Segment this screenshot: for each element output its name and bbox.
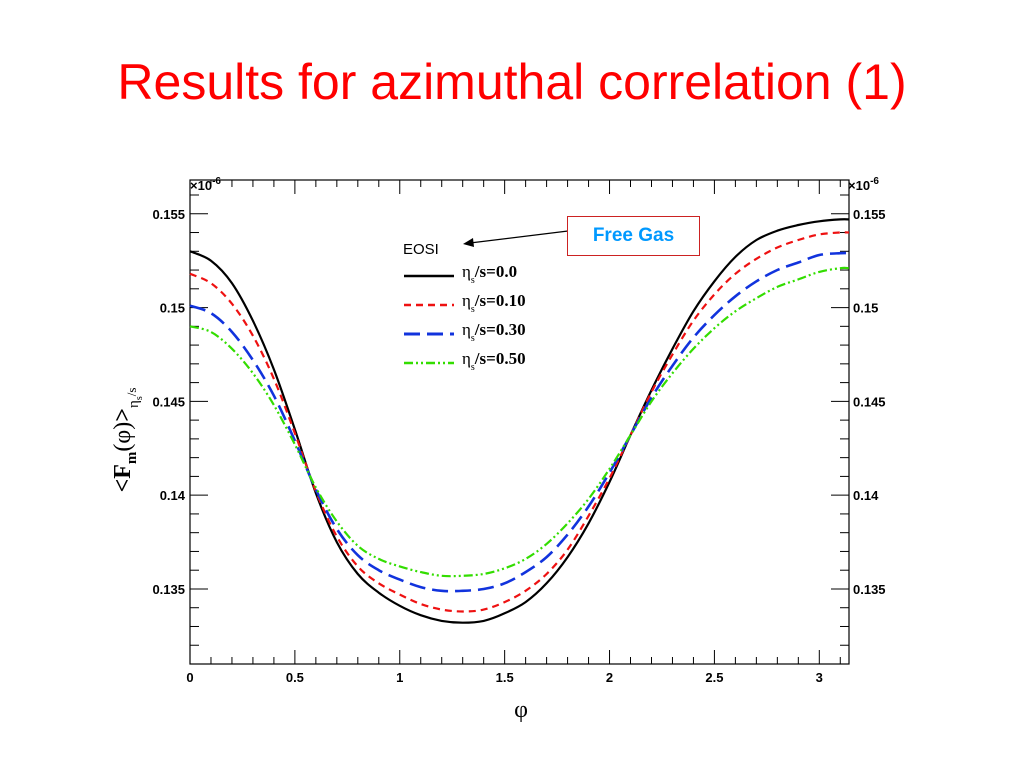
y-tick-label: 0.15 [160, 301, 185, 316]
plot-border [189, 179, 850, 665]
x-tick-label: 3 [816, 670, 823, 685]
series-line-0 [189, 218, 850, 624]
y-tick-label-right: 0.135 [853, 582, 886, 597]
free-gas-annotation: Free Gas [567, 216, 700, 256]
y-tick-label-right: 0.155 [853, 207, 886, 222]
svg-text:<Fm(φ)>ηs/s: <Fm(φ)>ηs/s [110, 388, 145, 493]
legend-entry-label: ηs/s=0.50 [462, 349, 526, 373]
x-axis: 0 0.5 1 1.5 2 2.5 3 [186, 180, 841, 685]
x-tick-label: 1.5 [496, 670, 514, 685]
y-tick-label-right: 0.14 [853, 488, 879, 503]
y-tick-label: 0.14 [160, 488, 186, 503]
exponent-base: ×10 [848, 178, 870, 193]
legend-entry-label: ηs/s=0.0 [462, 262, 517, 286]
free-gas-label: Free Gas [592, 225, 675, 246]
y-tick-label: 0.145 [152, 394, 185, 409]
exponent-label-left: ×10-6 [190, 176, 221, 193]
legend-entry-label: ηs/s=0.10 [462, 291, 526, 315]
x-tick-label: 0 [186, 670, 193, 685]
legend-entry-label: ηs/s=0.30 [462, 320, 526, 344]
series-line-3 [189, 266, 850, 578]
y-axis-label: <Fm(φ)>ηs/s [110, 388, 145, 493]
x-axis-label: φ [514, 697, 528, 723]
series-line-1 [189, 231, 850, 613]
y-tick-label-right: 0.145 [853, 394, 886, 409]
exponent-power: -6 [870, 176, 879, 187]
arrow-head-icon [463, 238, 474, 247]
y-tick-label: 0.135 [152, 582, 185, 597]
exponent-base: ×10 [190, 178, 212, 193]
series-lines [189, 218, 850, 624]
x-tick-label: 2 [606, 670, 613, 685]
y-tick-label: 0.155 [152, 207, 185, 222]
plot-frame [189, 179, 850, 665]
x-tick-label: 1 [396, 670, 403, 685]
y-tick-label-right: 0.15 [853, 301, 878, 316]
slide-title: Results for azimuthal correlation (1) [117, 54, 907, 110]
x-tick-label: 0.5 [286, 670, 304, 685]
legend: EOSI ηs/s=0.0 ηs/s=0.10 ηs/s=0.30 ηs/s=0.50 [403, 241, 526, 373]
annotation-arrow [469, 230, 569, 244]
legend-title: EOSI [403, 241, 439, 258]
exponent-label-right: ×10-6 [848, 176, 879, 193]
y-axis: 0.135 0.135 0.14 0.14 0.145 0.145 0.15 0.15 0.15… [152, 194, 886, 665]
exponent-power: -6 [212, 176, 221, 187]
x-tick-label: 2.5 [705, 670, 723, 685]
